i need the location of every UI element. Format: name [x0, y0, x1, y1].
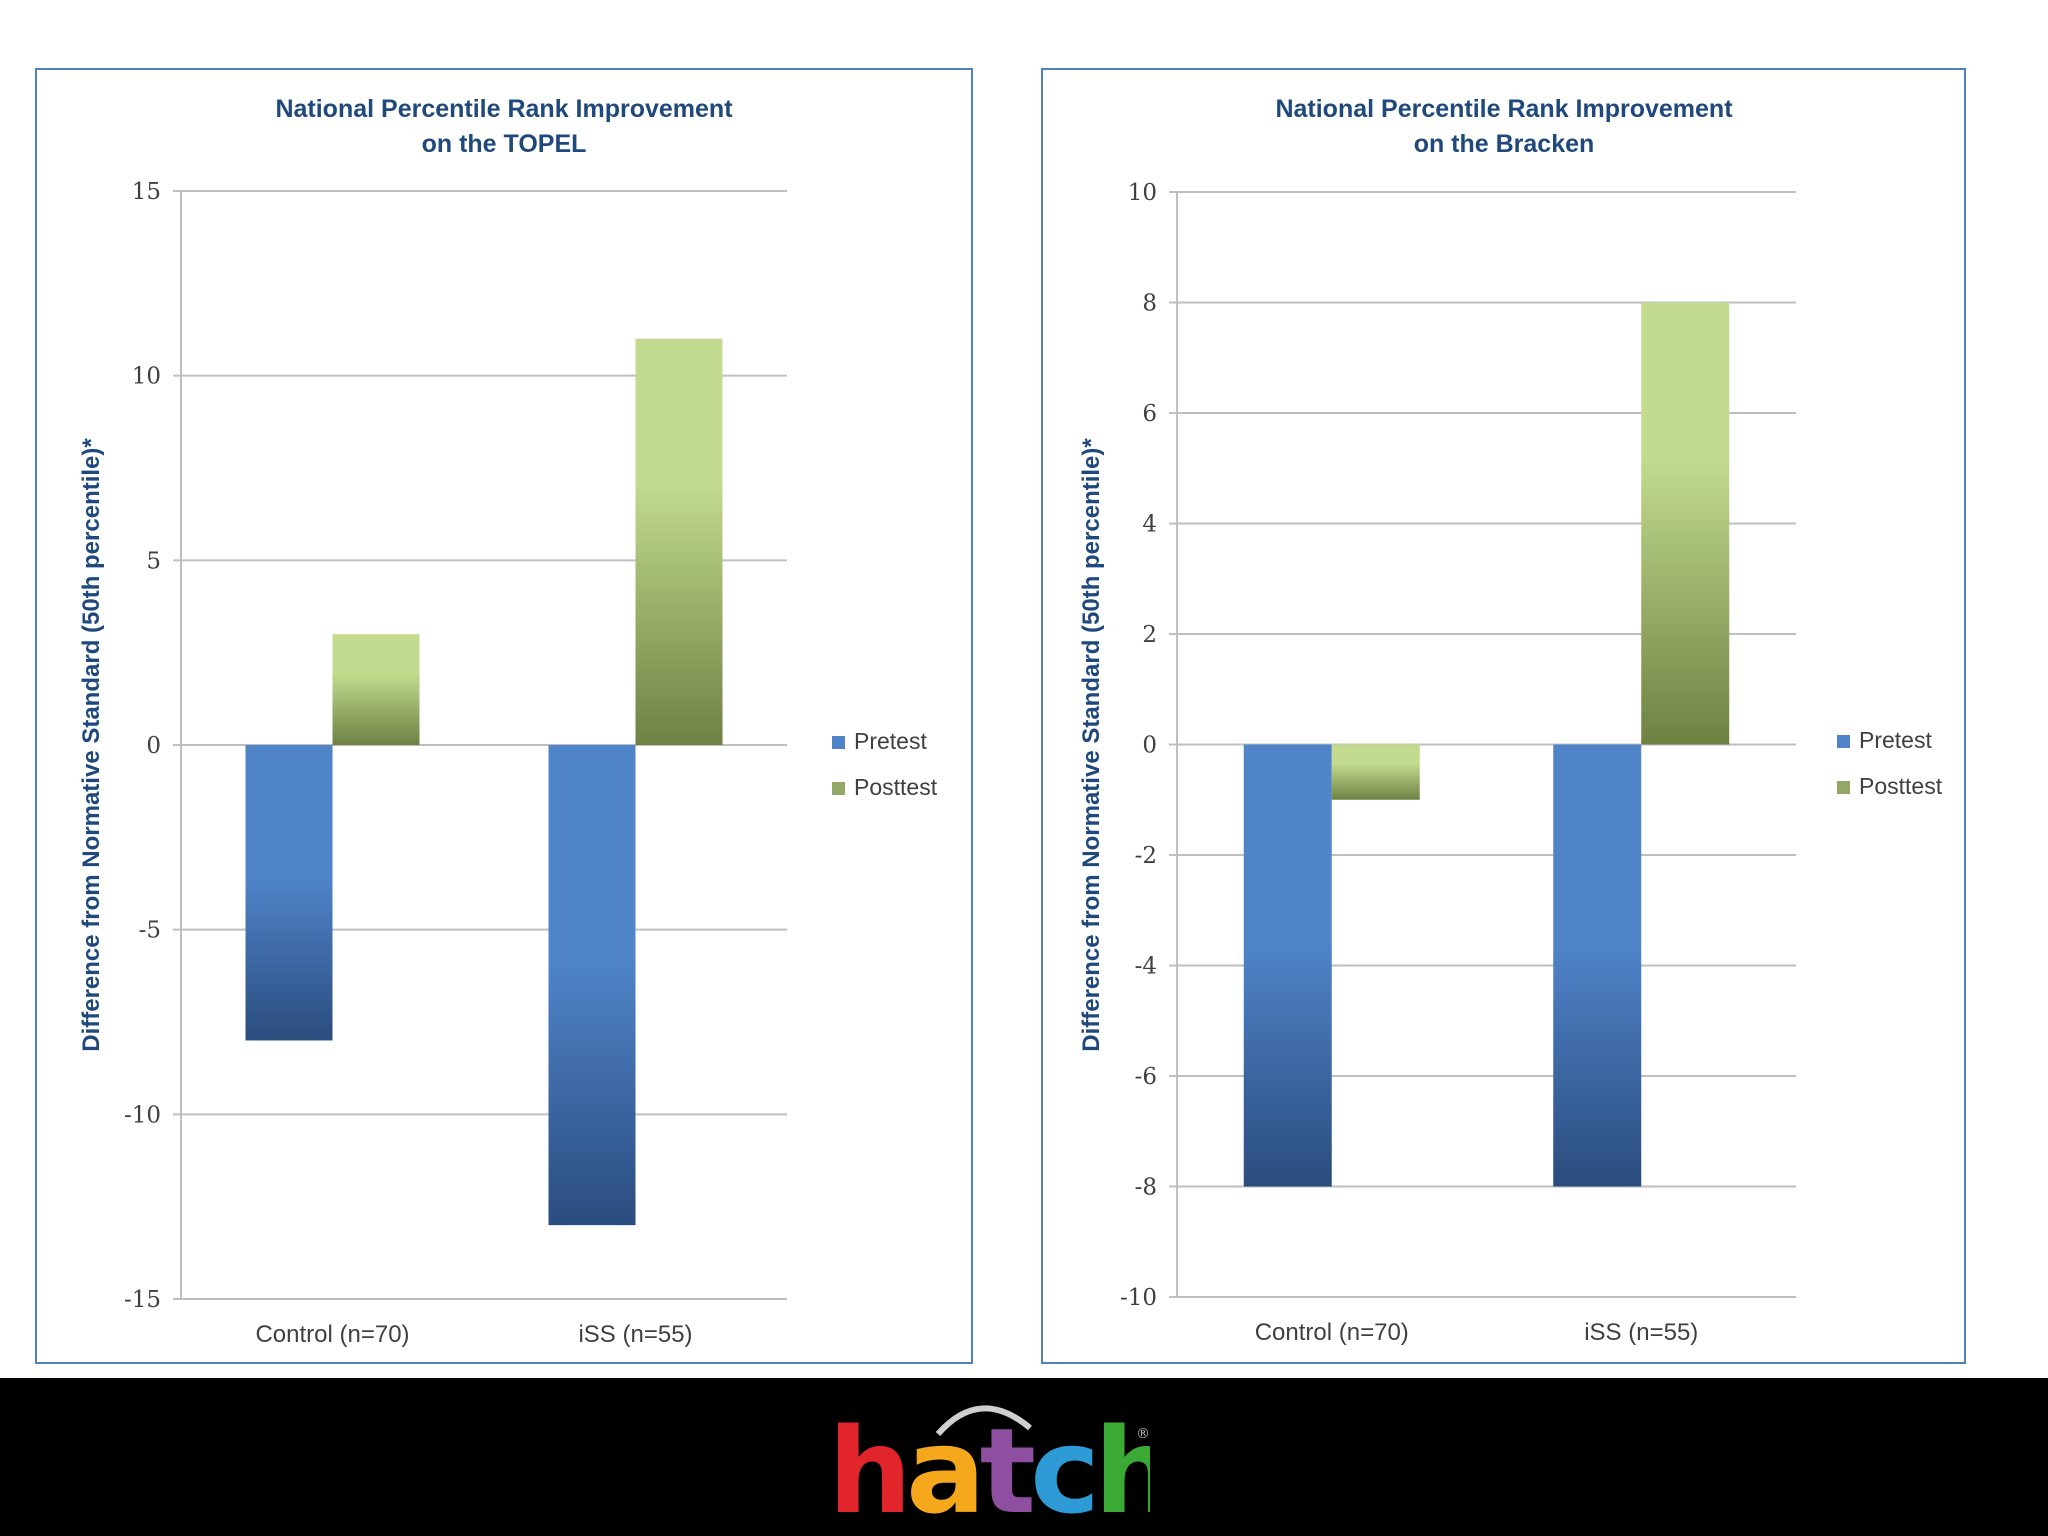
y-tick-label: 4	[1142, 512, 1157, 538]
y-tick-label: 0	[146, 733, 161, 759]
y-tick-label: 2	[1142, 622, 1157, 648]
y-tick-label: 8	[1142, 291, 1157, 317]
y-tick-label: 6	[1142, 401, 1157, 427]
y-tick-label: -5	[139, 918, 161, 944]
y-tick-label: 5	[146, 548, 161, 574]
bar-pretest	[548, 745, 636, 1226]
chart-panel-bracken: National Percentile Rank Improvement on t…	[1041, 68, 1966, 1364]
legend-swatch-posttest	[1837, 781, 1850, 794]
y-tick-label: -10	[124, 1102, 161, 1128]
y-axis-label: Difference from Normative Standard (50th…	[1078, 438, 1105, 1052]
legend-label-posttest: Posttest	[854, 774, 938, 800]
chart-panel-topel: National Percentile Rank Improvement on t…	[35, 68, 973, 1364]
logo-letter: h	[828, 1402, 906, 1536]
hatch-logo: hatch ®	[828, 1402, 1150, 1536]
logo-letter: h	[1094, 1402, 1150, 1536]
chart-title-line: National Percentile Rank Improvement	[1275, 95, 1733, 123]
x-category-label: iSS (n=55)	[1584, 1319, 1698, 1346]
hatch-logo-text: hatch	[828, 1402, 1150, 1536]
chart-topel: National Percentile Rank Improvement on t…	[78, 95, 938, 1348]
legend-label-posttest: Posttest	[1859, 773, 1943, 799]
y-tick-label: 10	[1128, 180, 1157, 206]
x-category-label: Control (n=70)	[255, 1321, 409, 1348]
y-tick-label: -2	[1135, 843, 1157, 869]
y-tick-label: -15	[124, 1287, 161, 1313]
legend-swatch-pretest	[1837, 735, 1850, 748]
chart-title-line: on the TOPEL	[422, 130, 587, 158]
legend-label-pretest: Pretest	[854, 728, 927, 754]
y-tick-label: -8	[1135, 1175, 1157, 1201]
y-tick-label: -6	[1135, 1064, 1157, 1090]
chart-title-line: National Percentile Rank Improvement	[275, 95, 733, 123]
x-category-label: Control (n=70)	[1255, 1319, 1409, 1346]
legend-swatch-posttest	[832, 782, 845, 795]
y-axis-label: Difference from Normative Standard (50th…	[78, 438, 105, 1052]
legend-label-pretest: Pretest	[1859, 727, 1932, 753]
bar-pretest	[245, 745, 333, 1041]
y-tick-label: 0	[1142, 733, 1157, 759]
chart-bracken: National Percentile Rank Improvement on t…	[1078, 95, 1943, 1346]
y-tick-label: -10	[1120, 1285, 1157, 1311]
y-tick-label: -4	[1135, 954, 1157, 980]
legend-swatch-pretest	[832, 736, 845, 749]
logo-letter: t	[980, 1402, 1034, 1536]
y-tick-label: 10	[132, 364, 161, 390]
bar-pretest	[1243, 744, 1332, 1187]
bar-pretest	[1553, 744, 1642, 1187]
registered-mark: ®	[1136, 1426, 1150, 1442]
bar-posttest	[1641, 302, 1730, 745]
bar-posttest	[1331, 744, 1420, 800]
x-category-label: iSS (n=55)	[578, 1321, 692, 1348]
footer-bar: hatch ®	[0, 1378, 2048, 1536]
bar-posttest	[332, 634, 420, 745]
logo-letter: a	[906, 1402, 980, 1536]
y-tick-label: 15	[132, 179, 161, 205]
chart-title-line: on the Bracken	[1414, 130, 1595, 158]
hatch-logo-arc	[935, 1405, 1032, 1436]
bar-posttest	[635, 338, 723, 745]
logo-letter: c	[1030, 1402, 1094, 1536]
